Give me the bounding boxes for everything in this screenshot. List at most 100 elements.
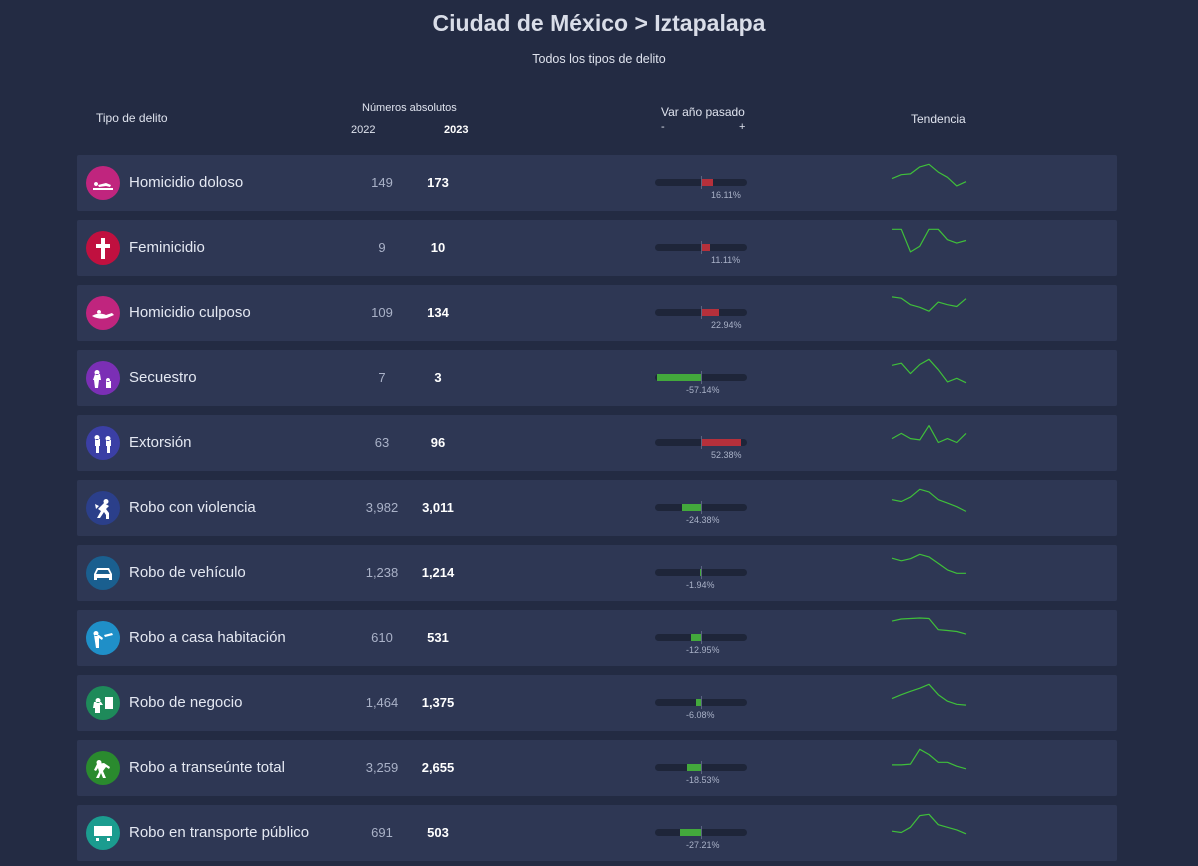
trend-sparkline[interactable] — [889, 746, 969, 776]
variation-bar-midline — [701, 761, 702, 774]
table-row[interactable]: Homicidio culposo 109 134 22.94% — [77, 285, 1117, 341]
variation-bar-fill — [691, 634, 701, 641]
table-row[interactable]: Feminicidio 9 10 11.11% — [77, 220, 1117, 276]
trend-sparkline[interactable] — [889, 291, 969, 321]
variation-percent: -12.95% — [686, 645, 720, 655]
table-row[interactable]: Secuestro 7 3 -57.14% — [77, 350, 1117, 406]
crime-type-label: Feminicidio — [129, 238, 205, 256]
table-row[interactable]: Robo a casa habitación 610 531 -12.95% — [77, 610, 1117, 666]
variation-percent: -27.21% — [686, 840, 720, 850]
variation-bar-fill — [696, 699, 701, 706]
trend-sparkline[interactable] — [889, 161, 969, 191]
variation-bar-fill — [701, 179, 714, 186]
value-2022: 3,982 — [365, 500, 399, 515]
table-row[interactable]: Robo en transporte público 691 503 -27.2… — [77, 805, 1117, 861]
trend-line — [891, 358, 967, 384]
table-row[interactable]: Homicidio doloso 149 173 16.11% — [77, 155, 1117, 211]
column-header-type[interactable]: Tipo de delito — [96, 111, 168, 125]
value-2023: 10 — [430, 240, 446, 255]
value-2022: 3,259 — [365, 760, 399, 775]
variation-bar-midline — [701, 501, 702, 514]
trend-line — [891, 424, 967, 444]
value-2023: 1,214 — [421, 565, 455, 580]
value-2022: 1,464 — [365, 695, 399, 710]
extortion-icon — [86, 426, 120, 460]
crime-type-label: Robo a casa habitación — [129, 628, 286, 646]
kidnap-icon — [86, 361, 120, 395]
variation-percent: 16.11% — [711, 190, 741, 200]
trend-line — [891, 683, 967, 706]
variation-percent: -6.08% — [686, 710, 715, 720]
variation-percent: 52.38% — [711, 450, 742, 460]
variation-bar-midline — [701, 696, 702, 709]
trend-line — [891, 296, 967, 312]
table-row[interactable]: Robo con violencia 3,982 3,011 -24.38% — [77, 480, 1117, 536]
table-row[interactable]: Robo de negocio 1,464 1,375 -6.08% — [77, 675, 1117, 731]
variation-percent: 22.94% — [711, 320, 742, 330]
trend-sparkline[interactable] — [889, 681, 969, 711]
trend-sparkline[interactable] — [889, 616, 969, 646]
trend-sparkline[interactable] — [889, 486, 969, 516]
accident-icon — [86, 296, 120, 330]
table-row[interactable]: Robo de vehículo 1,238 1,214 -1.94% — [77, 545, 1117, 601]
variation-bar-fill — [682, 504, 701, 511]
value-2023: 96 — [430, 435, 446, 450]
value-2023: 3,011 — [422, 500, 454, 515]
crime-type-label: Robo de vehículo — [129, 563, 246, 581]
value-2022: 109 — [371, 305, 393, 320]
transport-robbery-icon — [86, 816, 120, 850]
variation-bar — [655, 436, 747, 449]
variation-bar-midline — [701, 176, 702, 189]
trend-line — [891, 163, 967, 187]
trend-sparkline[interactable] — [889, 811, 969, 841]
crime-type-label: Extorsión — [129, 433, 192, 451]
trend-sparkline[interactable] — [889, 356, 969, 386]
variation-bar-fill — [701, 244, 710, 251]
trend-sparkline[interactable] — [889, 226, 969, 256]
variation-bar-midline — [701, 436, 702, 449]
trend-sparkline[interactable] — [889, 551, 969, 581]
value-2023: 503 — [427, 825, 449, 840]
robbery-icon — [86, 491, 120, 525]
variation-bar — [655, 241, 747, 254]
trend-line — [891, 553, 966, 574]
variation-bar-fill — [686, 764, 701, 771]
variation-bar-midline — [701, 371, 702, 384]
value-2022: 610 — [371, 630, 393, 645]
variation-bar — [655, 176, 747, 189]
value-2023: 1,375 — [421, 695, 455, 710]
variation-percent: -18.53% — [686, 775, 720, 785]
variation-bar-midline — [701, 241, 702, 254]
variation-bar — [655, 566, 747, 579]
value-2023: 173 — [427, 175, 449, 190]
trend-line — [892, 228, 967, 253]
homicide-icon — [86, 166, 120, 200]
crime-type-label: Homicidio doloso — [129, 173, 244, 191]
variation-percent: -24.38% — [686, 515, 720, 525]
column-header-2022[interactable]: 2022 — [351, 124, 376, 136]
value-2023: 3 — [434, 370, 442, 385]
table-row[interactable]: Extorsión 63 96 52.38% — [77, 415, 1117, 471]
variation-bar-fill — [701, 309, 719, 316]
crime-type-label: Robo de negocio — [129, 693, 243, 711]
variation-bar — [655, 631, 747, 644]
variation-percent: -1.94% — [686, 580, 715, 590]
business-robbery-icon — [86, 686, 120, 720]
column-header-variation[interactable]: Var año pasado — [661, 105, 745, 119]
pedestrian-robbery-icon — [86, 751, 120, 785]
variation-bar-fill — [701, 439, 742, 446]
trend-line — [891, 488, 967, 512]
crime-type-label: Homicidio culposo — [129, 303, 251, 321]
cross-icon — [86, 231, 120, 265]
trend-line — [891, 813, 967, 835]
variation-bar-midline — [701, 566, 702, 579]
trend-line — [891, 617, 967, 635]
car-icon — [86, 556, 120, 590]
value-2022: 63 — [374, 435, 390, 450]
column-header-2023[interactable]: 2023 — [444, 124, 469, 136]
variation-bar-midline — [701, 826, 702, 839]
trend-sparkline[interactable] — [889, 421, 969, 451]
table-row[interactable]: Robo a transeúnte total 3,259 2,655 -18.… — [77, 740, 1117, 796]
variation-bar-fill — [699, 569, 701, 576]
variation-bar-fill — [657, 374, 701, 381]
